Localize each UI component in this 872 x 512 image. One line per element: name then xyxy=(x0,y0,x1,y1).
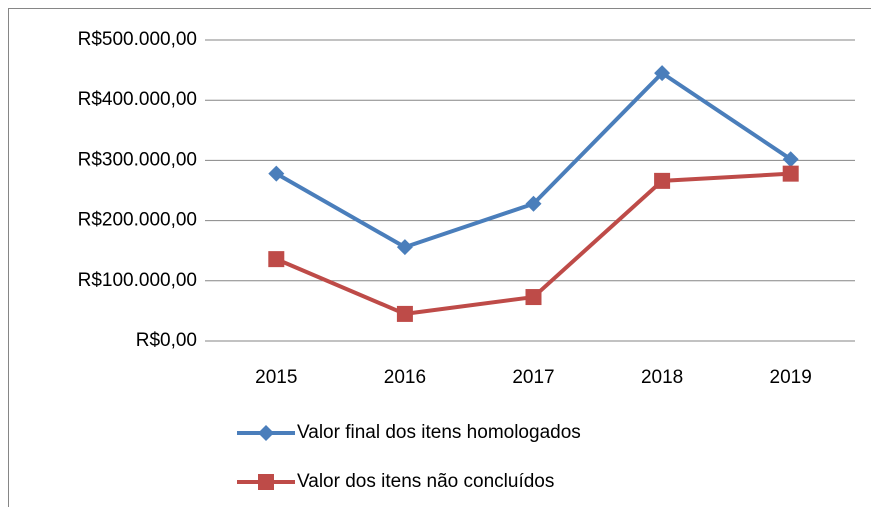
y-tick-label: R$100.000,00 xyxy=(78,270,197,291)
data-point xyxy=(654,65,671,82)
data-point xyxy=(782,151,799,168)
data-point xyxy=(525,289,542,306)
data-point xyxy=(782,165,799,182)
data-point xyxy=(654,172,671,189)
x-tick-label: 2018 xyxy=(641,367,683,388)
y-tick-label: R$500.000,00 xyxy=(78,29,197,50)
legend-marker xyxy=(258,474,274,490)
data-point xyxy=(396,305,413,322)
y-tick-label: R$400.000,00 xyxy=(78,89,197,110)
data-point xyxy=(268,251,285,268)
chart-border xyxy=(8,8,871,507)
x-tick-label: 2017 xyxy=(512,367,554,388)
x-tick-label: 2019 xyxy=(770,367,812,388)
data-point xyxy=(268,165,285,182)
legend-marker xyxy=(258,425,274,441)
x-tick-label: 2015 xyxy=(255,367,297,388)
data-point xyxy=(396,239,413,256)
legend-label: Valor dos itens não concluídos xyxy=(297,471,554,492)
y-tick-label: R$0,00 xyxy=(136,330,197,351)
y-tick-label: R$300.000,00 xyxy=(78,149,197,170)
legend-label: Valor final dos itens homologados xyxy=(297,422,581,443)
y-tick-label: R$200.000,00 xyxy=(78,210,197,231)
x-tick-label: 2016 xyxy=(384,367,426,388)
data-point xyxy=(525,195,542,212)
